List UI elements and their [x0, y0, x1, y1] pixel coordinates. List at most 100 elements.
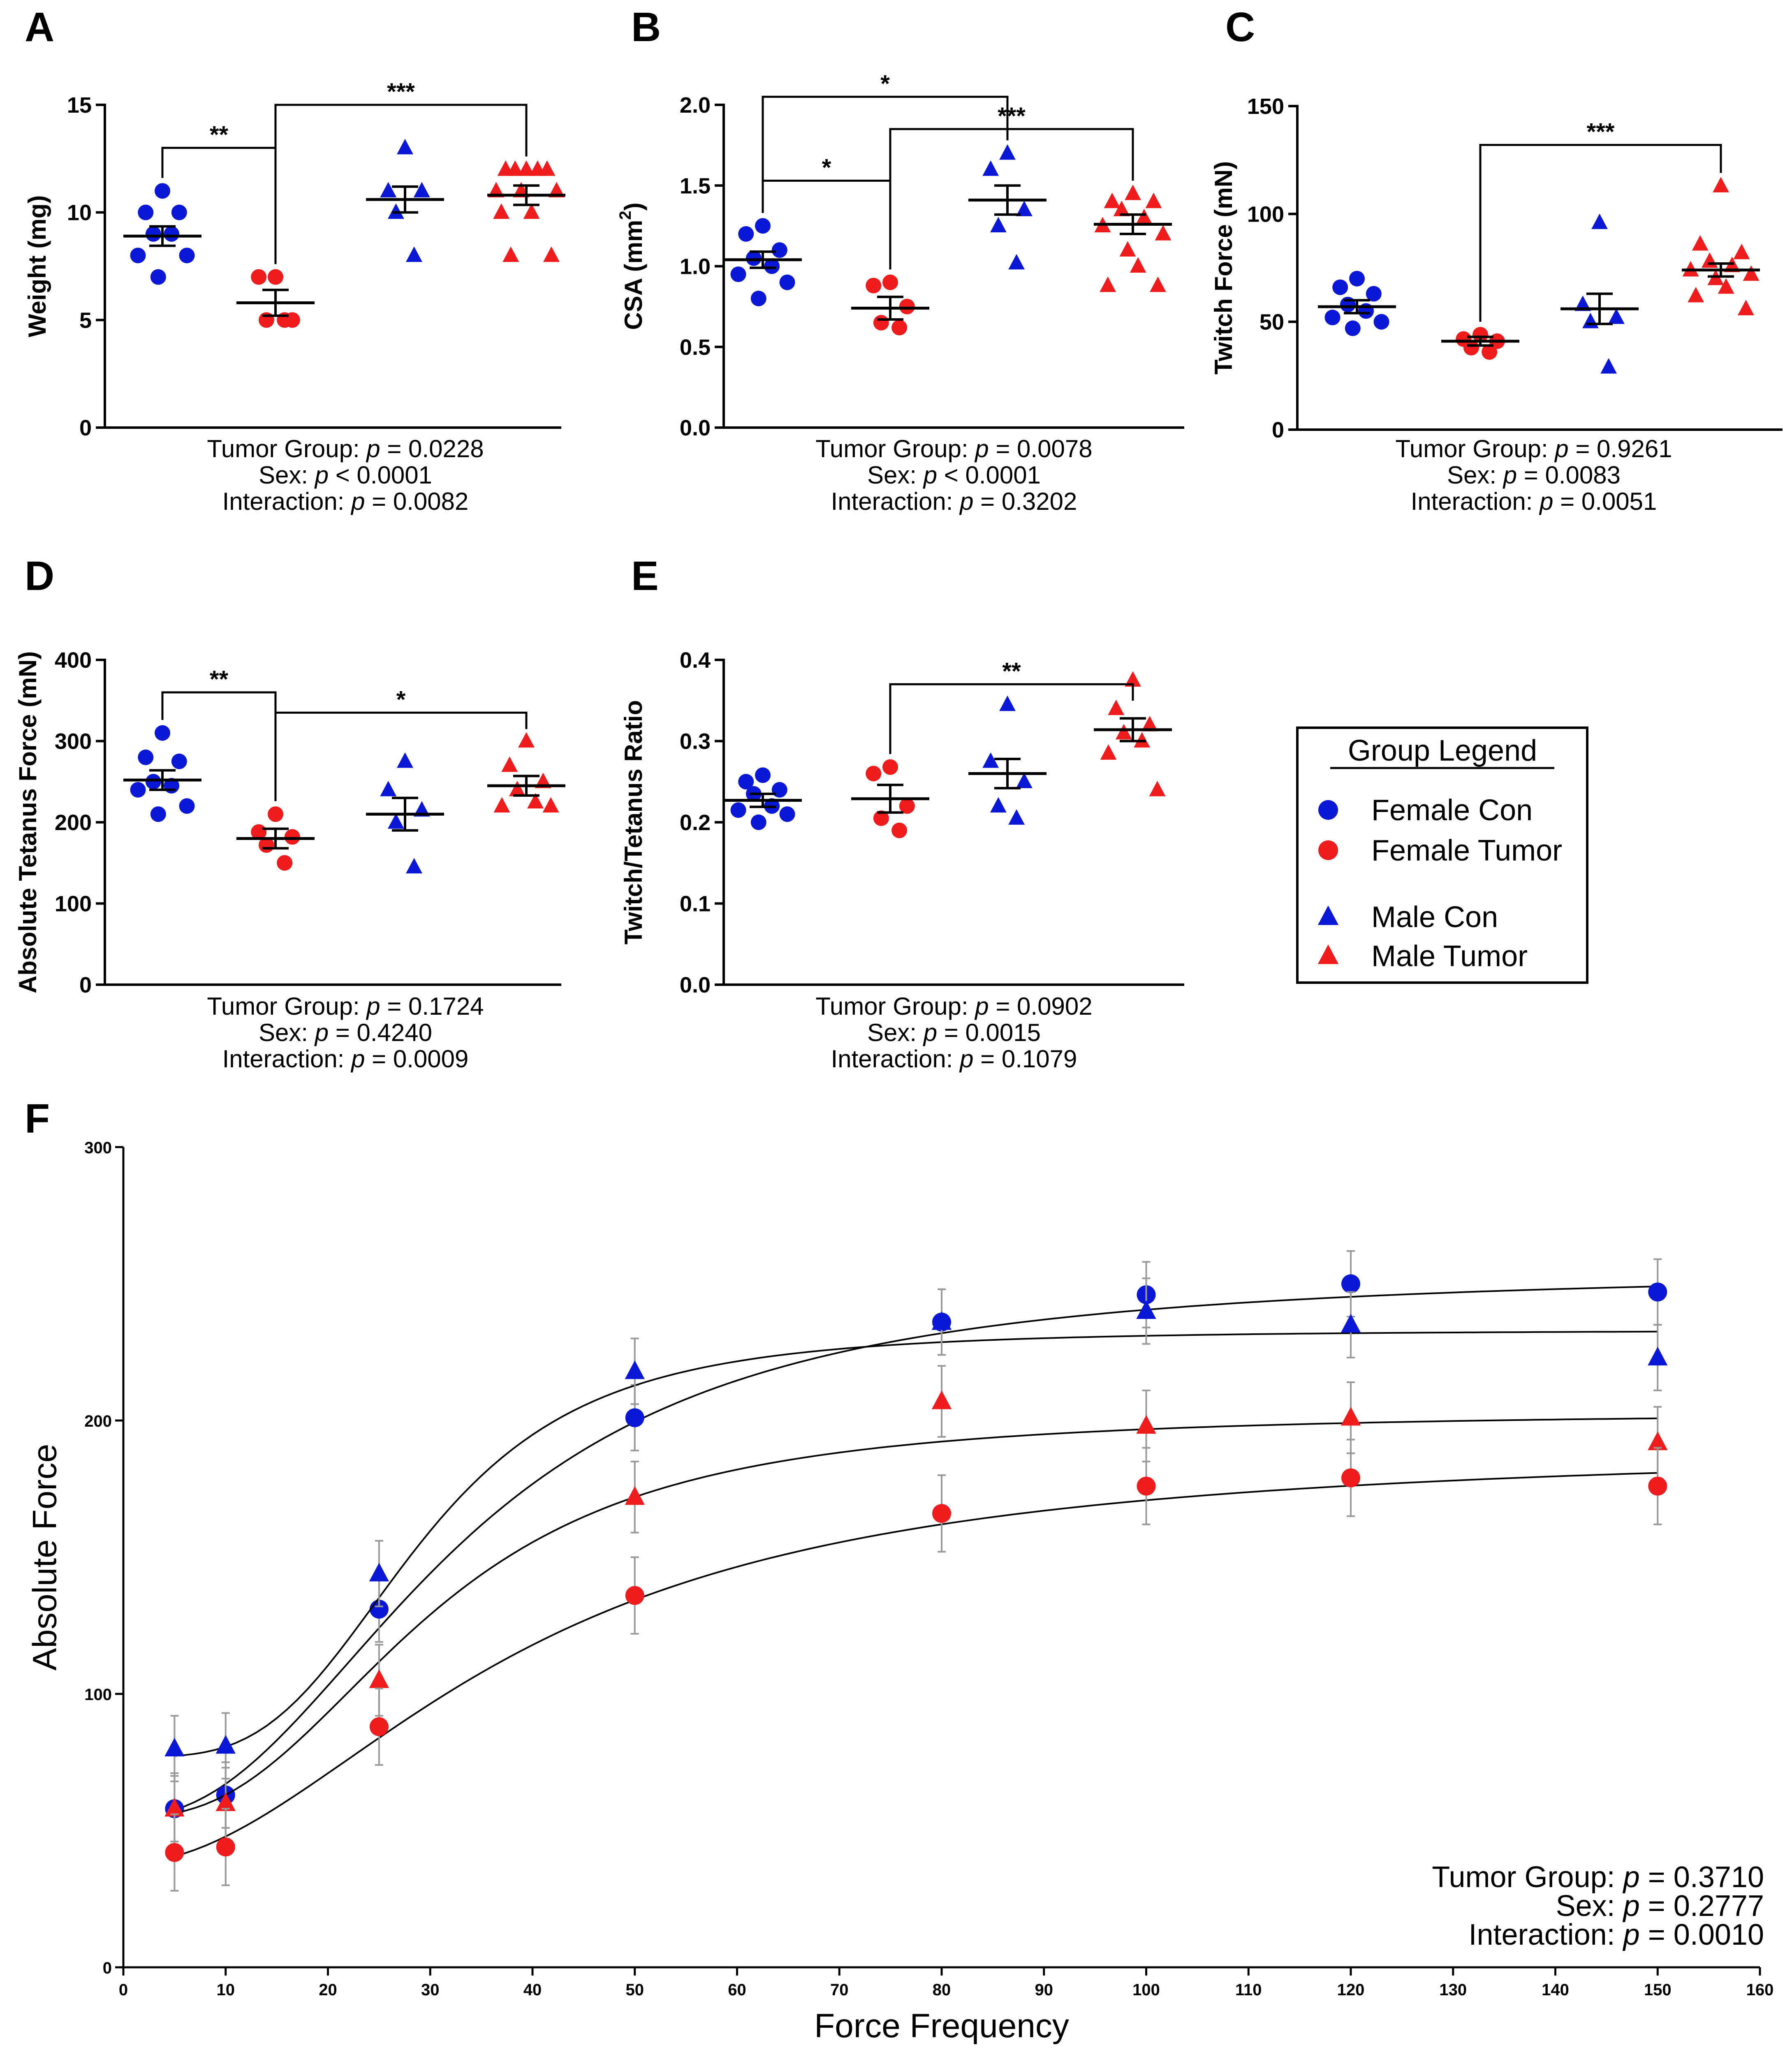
significance-bracket [889, 683, 1134, 754]
data-point [1119, 241, 1136, 257]
data-point [1341, 1407, 1361, 1426]
stat-p: p [350, 1045, 365, 1073]
data-point [1125, 185, 1141, 200]
x-tick-label: 130 [1439, 1981, 1467, 1999]
group-male-con [1560, 213, 1639, 374]
group-female-tumor [851, 274, 929, 335]
y-tick-label: 0.4 [680, 648, 711, 673]
data-point [216, 1837, 235, 1857]
data-point [527, 793, 544, 809]
data-point [1349, 271, 1365, 287]
data-point [1125, 671, 1141, 687]
data-point [397, 139, 413, 155]
x-tick-label: 70 [830, 1981, 849, 1999]
data-point [1104, 192, 1121, 208]
stat-p: p [959, 488, 973, 515]
data-point [750, 814, 766, 830]
group-female-tumor [1441, 327, 1519, 360]
data-point [543, 246, 560, 262]
data-point [1116, 724, 1132, 740]
data-point [1600, 358, 1617, 374]
significance-bracket [161, 691, 277, 801]
legend-label: Female Tumor [1371, 834, 1562, 867]
stats-line: Interaction: p = 0.0010 [1468, 1918, 1764, 1951]
data-point [1008, 254, 1025, 270]
data-point [931, 1311, 952, 1330]
data-point [746, 250, 762, 266]
data-point [518, 732, 535, 748]
stat-prefix: Interaction: [831, 1045, 960, 1073]
circle-marker-icon [1318, 840, 1338, 860]
legend-box [1296, 726, 1588, 984]
stat-value: = 0.9261 [1569, 435, 1672, 463]
stat-prefix: Sex: [259, 461, 315, 489]
x-tick-label: 150 [1644, 1981, 1672, 1999]
data-point [1648, 1476, 1667, 1496]
data-point [866, 278, 882, 294]
data-point [779, 274, 795, 290]
data-point [268, 806, 283, 822]
stat-p: p [350, 488, 365, 515]
data-point [145, 226, 161, 242]
data-point [138, 750, 154, 765]
data-point [771, 242, 787, 258]
data-point [738, 226, 754, 242]
stat-value: = 0.0010 [1640, 1918, 1764, 1951]
data-point [625, 1486, 645, 1505]
stat-prefix: Tumor Group: [815, 992, 975, 1020]
y-tick-label: 300 [55, 729, 92, 754]
y-tick-label: 100 [84, 1686, 112, 1704]
significance-bracket [274, 711, 528, 801]
stat-prefix: Tumor Group: [815, 435, 975, 463]
x-tick-label: 80 [933, 1981, 951, 1999]
x-tick-label: 10 [217, 1981, 235, 1999]
stat-prefix: Sex: [867, 461, 924, 489]
stat-p: p [923, 461, 937, 489]
x-tick-label: 40 [523, 1981, 542, 1999]
data-point [891, 822, 908, 838]
stats-line: Interaction: p = 0.1079 [831, 1045, 1077, 1073]
y-axis-label: Absolute Tetanus Force (mN) [14, 651, 42, 993]
fit-curve [174, 1285, 1658, 1811]
data-point [866, 766, 882, 782]
data-point [771, 782, 787, 798]
y-tick-label: 200 [55, 810, 92, 835]
data-point [1016, 201, 1033, 216]
data-point [1341, 1314, 1361, 1333]
data-point [215, 1735, 236, 1754]
x-tick-label: 140 [1542, 1981, 1569, 1999]
stat-prefix: Sex: [1556, 1890, 1623, 1922]
data-point [1145, 192, 1162, 208]
x-tick-label: 160 [1746, 1981, 1774, 1999]
data-point [1718, 278, 1734, 294]
panel-letter: F [25, 1096, 50, 1142]
data-point [891, 319, 908, 335]
data-point [779, 806, 795, 822]
data-point [509, 781, 526, 796]
group-legend: Group Legend Female Con Female Tumor Male C… [1296, 726, 1588, 984]
data-point [999, 695, 1016, 711]
stat-prefix: Tumor Group: [207, 435, 366, 463]
data-point [882, 274, 898, 290]
data-point [1366, 286, 1382, 302]
data-point [1701, 252, 1718, 268]
series-male-tumor [164, 1365, 1668, 1845]
stats-line: Sex: p = 0.0015 [867, 1019, 1041, 1046]
y-tick-label: 100 [1247, 202, 1284, 227]
stat-prefix: Interaction: [1411, 488, 1540, 515]
x-tick-label: 110 [1235, 1981, 1262, 1999]
stat-prefix: Interaction: [831, 488, 960, 515]
data-point [138, 204, 154, 220]
data-point [1591, 213, 1608, 229]
stats-line: Tumor Group: p = 0.1724 [207, 992, 484, 1020]
data-point [1341, 1274, 1360, 1293]
data-point [502, 246, 519, 262]
significance-label: ** [1002, 658, 1021, 685]
data-point [406, 858, 422, 874]
stat-value: = 0.3202 [973, 488, 1077, 515]
stat-p: p [1623, 1918, 1640, 1951]
data-point [625, 1408, 644, 1427]
data-point [1113, 201, 1130, 216]
stat-p: p [1623, 1861, 1640, 1894]
